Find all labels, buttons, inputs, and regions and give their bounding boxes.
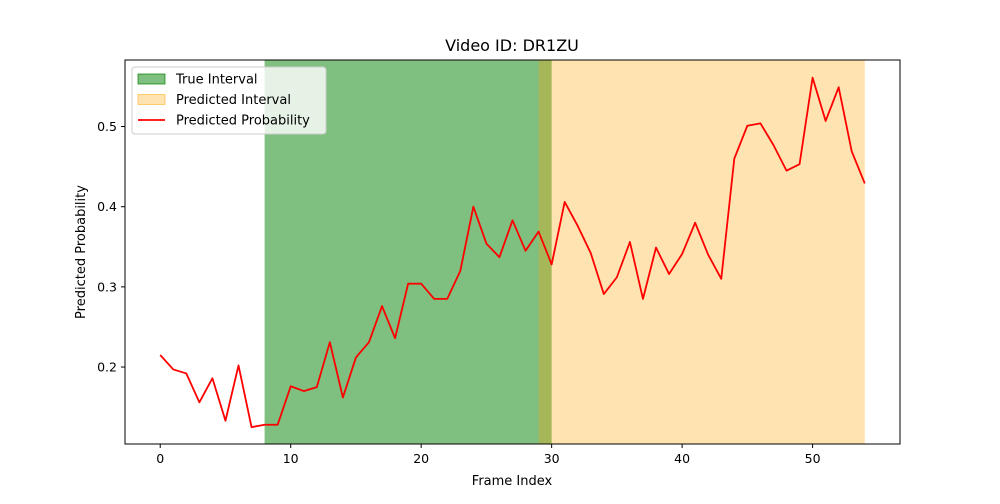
legend-label: Predicted Interval (176, 93, 291, 108)
y-axis-label: Predicted Probability (74, 185, 89, 319)
x-tick-label: 50 (805, 451, 821, 466)
y-axis: 0.2 0.3 0.4 0.5 (97, 119, 125, 375)
x-tick-label: 10 (283, 451, 299, 466)
legend-label: Predicted Probability (176, 114, 310, 129)
chart-title: Video ID: DR1ZU (445, 36, 579, 55)
y-tick-label: 0.2 (97, 360, 117, 375)
series-layer (159, 76, 866, 429)
y-tick-label: 0.3 (97, 279, 117, 294)
x-tick-label: 0 (156, 451, 164, 466)
x-tick-label: 30 (544, 451, 560, 466)
series-line-predicted-probability (159, 76, 866, 429)
y-tick-label: 0.4 (97, 199, 117, 214)
y-tick-label: 0.5 (97, 119, 117, 134)
x-axis: 0 10 20 30 40 50 (156, 444, 821, 466)
legend-box (131, 66, 327, 135)
interval-span-predicted (538, 60, 865, 444)
legend-swatch (137, 94, 166, 105)
plot-frame (124, 59, 901, 445)
legend-label: True Interval (175, 73, 258, 88)
x-tick-label: 20 (413, 451, 429, 466)
legend: True Interval Predicted Interval Predicted… (131, 66, 327, 135)
intervals-layer (264, 60, 865, 444)
x-axis-label: Frame Index (472, 474, 553, 489)
x-tick-label: 40 (674, 451, 690, 466)
legend-swatch (137, 73, 166, 85)
